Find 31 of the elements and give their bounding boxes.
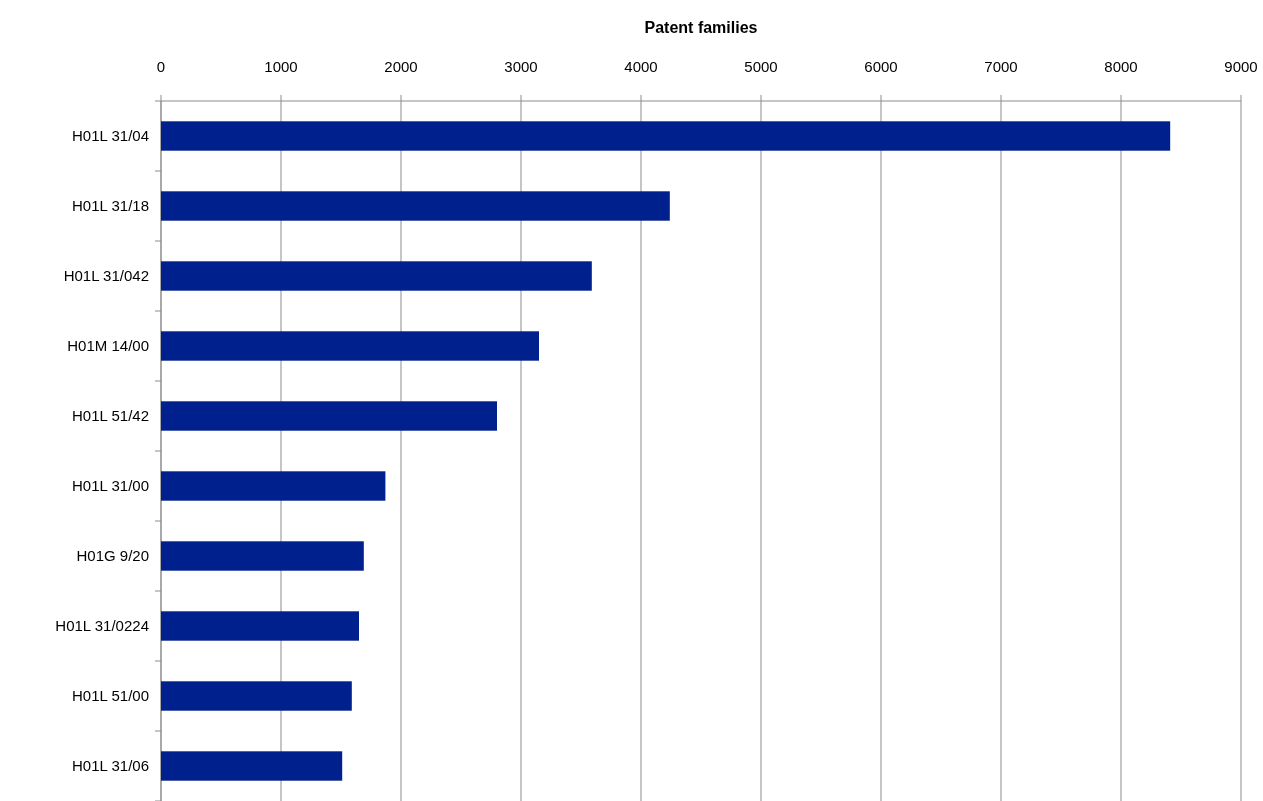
y-tick-label: H01G 9/20 (76, 547, 149, 565)
x-tick-label: 4000 (624, 58, 658, 75)
x-tick-label: 1000 (264, 58, 298, 75)
bar (161, 751, 343, 781)
bar (161, 401, 497, 431)
y-tick-label: H01L 51/00 (71, 687, 149, 705)
x-tick-label: 6000 (864, 58, 898, 75)
y-tick-label: H01L 31/18 (71, 197, 149, 215)
bar (161, 331, 539, 361)
bar (161, 611, 359, 641)
y-tick-label: H01M 14/00 (67, 337, 149, 355)
x-tick-label: 8000 (1104, 58, 1138, 75)
bar (161, 121, 1171, 151)
bar (161, 541, 364, 571)
x-tick-label: 5000 (744, 58, 778, 75)
bar (161, 191, 670, 221)
x-tick-label: 7000 (984, 58, 1018, 75)
y-tick-label: H01L 31/0224 (55, 617, 149, 635)
bar (161, 681, 352, 711)
y-tick-label: H01L 51/42 (71, 407, 149, 425)
y-tick-label: H01L 31/06 (71, 757, 149, 775)
bar (161, 471, 386, 501)
x-tick-label: 3000 (504, 58, 538, 75)
x-tick-label: 2000 (384, 58, 418, 75)
x-tick-label: 9000 (1224, 58, 1258, 75)
y-tick-label: H01L 31/00 (71, 477, 149, 495)
bar (161, 261, 592, 291)
y-tick-label: H01L 31/04 (71, 127, 149, 145)
x-tick-label: 0 (156, 58, 166, 75)
y-tick-label: H01L 31/042 (63, 267, 149, 285)
x-axis-title: Patent families (644, 19, 758, 36)
